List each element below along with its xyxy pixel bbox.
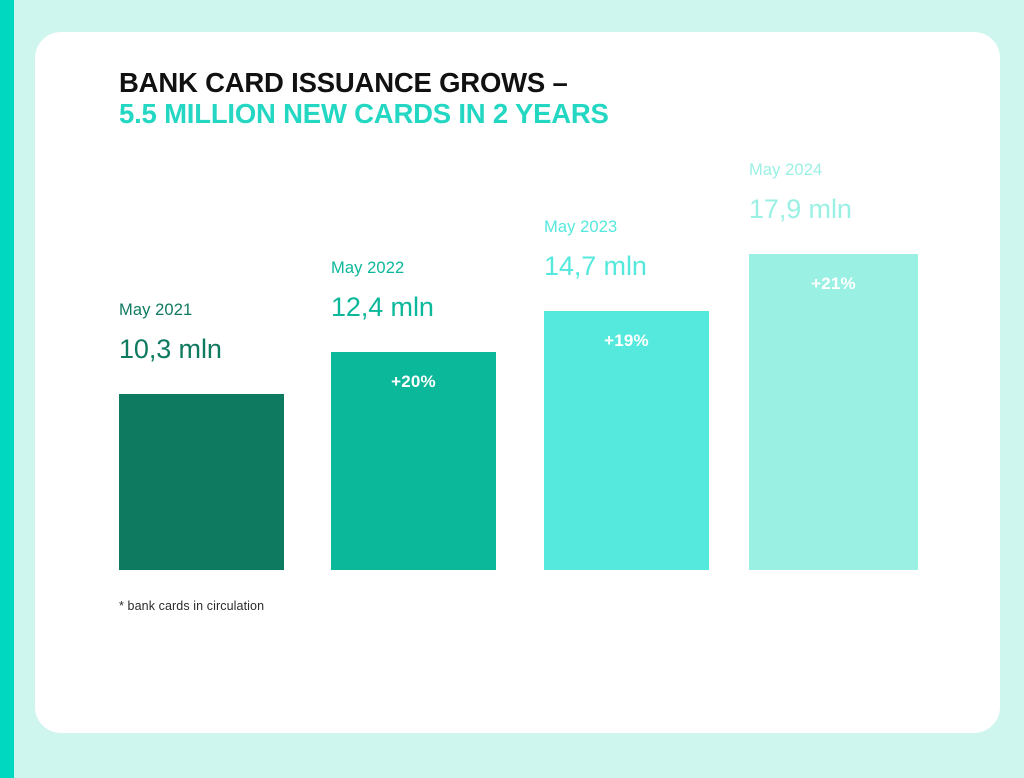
bar-value-label: 10,3 mln: [119, 334, 222, 364]
bar-value-label: 17,9 mln: [749, 194, 852, 224]
chart-card: BANK CARD ISSUANCE GROWS – 5.5 MILLION N…: [35, 32, 1000, 733]
chart-footnote: * bank cards in circulation: [119, 599, 265, 613]
bar-group: May 2022 12,4 mln +20%: [331, 32, 496, 733]
bar-rect[interactable]: [749, 254, 918, 570]
chart-title-line-2: 5.5 MILLION NEW CARDS IN 2 YEARS: [119, 98, 609, 129]
bar-group: May 2021 10,3 mln: [119, 32, 284, 733]
bar-growth-label: +20%: [391, 372, 436, 391]
bar-value-label: 14,7 mln: [544, 251, 647, 281]
bar-date-label: May 2024: [749, 161, 823, 179]
bar-value-label: 12,4 mln: [331, 292, 434, 322]
bar-rect[interactable]: [331, 352, 496, 570]
bar-rect[interactable]: [119, 394, 284, 570]
chart-title-line-1: BANK CARD ISSUANCE GROWS –: [119, 67, 568, 98]
bar-rect[interactable]: [544, 311, 709, 570]
bar-growth-label: +19%: [604, 331, 649, 350]
bar-growth-label: +21%: [811, 274, 856, 293]
bar-group: May 2024 17,9 mln +21%: [749, 32, 918, 733]
bar-group: May 2023 14,7 mln +19%: [544, 32, 709, 733]
chart-title-block: BANK CARD ISSUANCE GROWS – 5.5 MILLION N…: [119, 67, 919, 129]
bar-date-label: May 2021: [119, 301, 193, 319]
bar-date-label: May 2022: [331, 259, 405, 277]
left-accent-stripe: [0, 0, 14, 778]
bar-chart: May 2021 10,3 mln May 2022 12,4 mln +20% May …: [35, 32, 1000, 733]
bar-date-label: May 2023: [544, 218, 618, 236]
